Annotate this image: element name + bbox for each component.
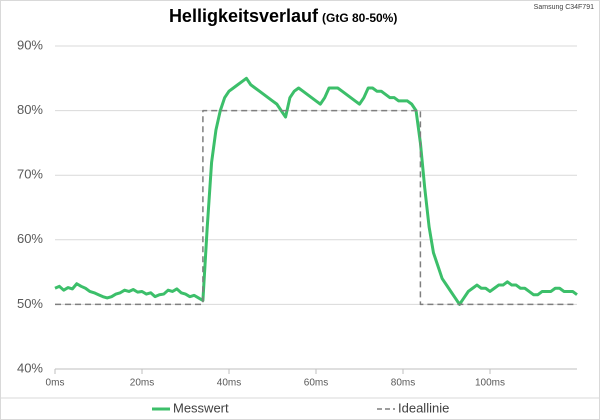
- series-line: [55, 109, 577, 306]
- x-tick-label: 80ms: [391, 378, 415, 389]
- chart-subtitle: (GtG 80-50%): [322, 11, 397, 25]
- x-tick-label: 100ms: [475, 378, 505, 389]
- y-tick-label: 40%: [17, 360, 43, 375]
- chart-title: Helligkeitsverlauf: [169, 6, 319, 26]
- y-tick-label: 70%: [17, 167, 43, 182]
- legend-label: Messwert: [173, 400, 229, 415]
- x-tick-label: 20ms: [130, 378, 154, 389]
- y-tick-label: 90%: [17, 37, 43, 52]
- x-tick-label: 0ms: [46, 378, 65, 389]
- legend-label: Ideallinie: [398, 400, 449, 415]
- y-tick-label: 60%: [17, 231, 43, 246]
- x-tick-label: 40ms: [217, 378, 241, 389]
- y-tick-label: 80%: [17, 102, 43, 117]
- x-tick-label: 60ms: [304, 378, 328, 389]
- series-line: [54, 76, 578, 306]
- y-tick-label: 50%: [17, 296, 43, 311]
- annotation: Samsung C34F791: [534, 4, 594, 11]
